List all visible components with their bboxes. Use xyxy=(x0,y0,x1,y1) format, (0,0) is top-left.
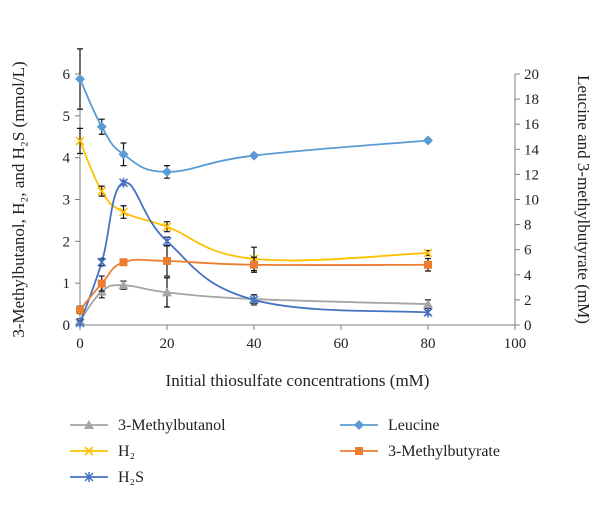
legend-item: H₂S xyxy=(70,469,144,486)
data-point xyxy=(118,207,129,217)
data-point xyxy=(163,256,171,265)
right-y-tick-label: 4 xyxy=(524,268,532,284)
right-y-tick-label: 20 xyxy=(524,67,539,83)
series-3-methylbutyrate xyxy=(76,245,432,315)
right-y-tick-label: 16 xyxy=(524,117,540,133)
legend-marker xyxy=(354,420,364,430)
data-point xyxy=(162,222,172,232)
legend-item: Leucine xyxy=(340,417,440,434)
x-tick-label: 60 xyxy=(334,336,349,352)
legend-marker xyxy=(84,420,94,429)
data-point xyxy=(423,307,433,318)
legend-item: H₂ xyxy=(70,443,135,460)
plot-area xyxy=(75,48,433,328)
x-axis-title: Initial thiosulfate concentrations (mM) xyxy=(166,371,430,390)
right-y-tick-label: 14 xyxy=(524,142,540,158)
left-y-tick-label: 3 xyxy=(63,193,71,209)
legend-item: 3-Methylbutanol xyxy=(70,417,226,434)
data-point xyxy=(118,280,129,290)
right-y-tick-label: 8 xyxy=(524,218,532,234)
left-y-tick-label: 2 xyxy=(63,234,71,250)
left-y-tick-label: 1 xyxy=(63,276,71,292)
left-y-tick-label: 5 xyxy=(63,109,71,125)
data-point xyxy=(162,287,172,297)
data-point xyxy=(250,260,258,269)
axis-titles: Initial thiosulfate concentrations (mM) … xyxy=(9,61,593,390)
data-point xyxy=(118,149,129,160)
right-y-tick-label: 2 xyxy=(524,293,532,309)
legend-label: 3-Methylbutanol xyxy=(118,417,226,434)
data-point xyxy=(118,177,129,188)
x-tick-label: 0 xyxy=(76,336,84,352)
data-point xyxy=(249,150,259,161)
x-tick-label: 100 xyxy=(504,336,527,352)
data-point xyxy=(424,260,432,269)
legend-marker xyxy=(355,447,363,455)
x-tick-label: 20 xyxy=(160,336,175,352)
left-y-tick-label: 6 xyxy=(63,67,71,83)
legend-marker xyxy=(84,472,94,482)
legend-label: H₂S xyxy=(118,469,144,486)
data-point xyxy=(75,74,85,85)
axes xyxy=(75,73,520,330)
right-y-tick-label: 6 xyxy=(524,243,532,259)
legend-label: Leucine xyxy=(388,417,440,434)
left-y-tick-label: 4 xyxy=(63,151,71,167)
left-y-tick-label: 0 xyxy=(63,318,71,334)
right-y-axis-title: Leucine and 3-methylbutyrate (mM) xyxy=(574,75,593,324)
legend-item: 3-Methylbutyrate xyxy=(340,443,500,460)
data-point xyxy=(96,121,107,132)
legend-label: H₂ xyxy=(118,443,135,460)
data-point xyxy=(249,294,259,305)
series-h-s xyxy=(75,177,433,328)
data-point xyxy=(423,135,433,146)
series-leucine xyxy=(75,48,433,179)
data-point xyxy=(162,236,172,247)
data-point xyxy=(97,257,107,268)
data-point xyxy=(119,258,128,267)
data-point xyxy=(97,279,106,288)
legend: 3-Methylbutanol H₂ H₂S Leucine 3-Methylbutyr… xyxy=(70,417,500,486)
legend-marker xyxy=(84,446,94,456)
data-point xyxy=(423,299,433,309)
data-point xyxy=(75,136,85,146)
data-point xyxy=(162,166,172,177)
legend-label: 3-Methylbutyrate xyxy=(388,443,500,460)
right-y-tick-label: 18 xyxy=(524,92,539,108)
right-y-tick-label: 0 xyxy=(524,318,532,334)
right-y-tick-label: 12 xyxy=(524,167,539,183)
x-tick-label: 40 xyxy=(247,336,262,352)
x-tick-label: 80 xyxy=(421,336,436,352)
data-point xyxy=(76,305,84,314)
data-point xyxy=(423,248,433,258)
right-y-tick-label: 10 xyxy=(524,193,539,209)
data-point xyxy=(75,317,85,328)
data-point xyxy=(97,186,107,196)
series-h- xyxy=(75,127,433,272)
left-y-axis-title: 3-Methylbutanol, H₂, and H₂S (mmol/L) xyxy=(9,61,28,337)
